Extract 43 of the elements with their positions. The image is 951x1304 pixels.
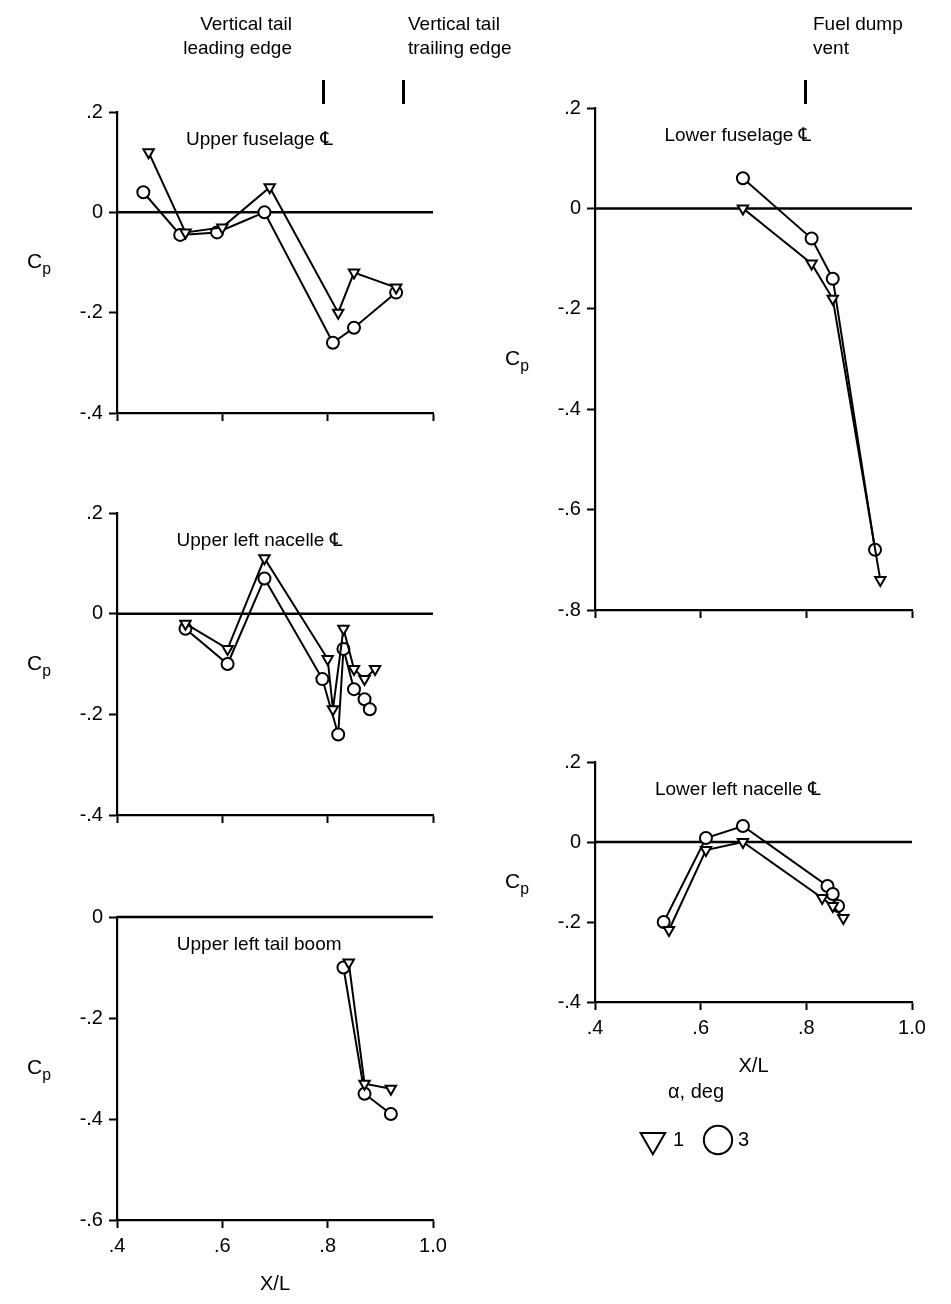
y-tick-label: -.2 [79, 1005, 103, 1028]
y-tick-label: -.4 [79, 802, 103, 825]
legend-title: α, deg [667, 1079, 725, 1102]
y-tick-label: -.2 [557, 909, 581, 932]
text: Upper left nacelle ℄ [176, 529, 343, 551]
x-tick-label: .4 [586, 1015, 604, 1038]
x-tick-label: .8 [319, 1233, 337, 1256]
x-axis-title: X/L [738, 1053, 769, 1076]
x-tick-label: .8 [797, 1015, 815, 1038]
y-tick-label: -.2 [79, 701, 103, 724]
y-tick-label: -.2 [557, 296, 581, 319]
x-tick-label: 1.0 [898, 1015, 926, 1038]
y-tick-label: -.4 [79, 1106, 103, 1129]
x-tick-label: .6 [213, 1233, 231, 1256]
text: Vertical tail trailing edge [408, 12, 513, 60]
x-tick-label: .6 [692, 1015, 710, 1038]
x-tick-label: 1.0 [419, 1233, 447, 1256]
y-tick-label: 0 [91, 601, 103, 624]
y-tick-label: .2 [564, 95, 581, 118]
text: Lower left nacelle ℄ [654, 778, 822, 800]
y-tick-label: -.4 [79, 400, 103, 423]
y-tick-label: -.4 [557, 396, 581, 419]
legend-label: 1 [672, 1127, 684, 1150]
x-tick-label: .4 [108, 1233, 126, 1256]
y-tick-label: 0 [91, 904, 103, 927]
y-tick-label: -.6 [79, 1207, 103, 1230]
y-tick-label: -.2 [79, 300, 103, 323]
y-tick-label: -.4 [557, 989, 581, 1012]
y-tick-label: .2 [86, 99, 103, 122]
y-tick-label: .2 [564, 749, 581, 772]
y-tick-label: 0 [569, 829, 581, 852]
y-tick-label: 0 [569, 195, 581, 218]
text: Upper left tail boom [176, 933, 342, 955]
text: Upper fuselage ℄ [186, 128, 334, 150]
text: Vertical tail leading edge [182, 12, 292, 60]
legend-label: 3 [738, 1127, 750, 1150]
y-tick-label: -.8 [557, 597, 581, 620]
text: Fuel dump vent [813, 12, 904, 60]
y-tick-label: .2 [86, 500, 103, 523]
text: Lower fuselage ℄ [664, 124, 812, 146]
x-axis-title: X/L [259, 1271, 291, 1294]
y-tick-label: 0 [91, 199, 103, 222]
y-tick-label: -.6 [557, 497, 581, 520]
